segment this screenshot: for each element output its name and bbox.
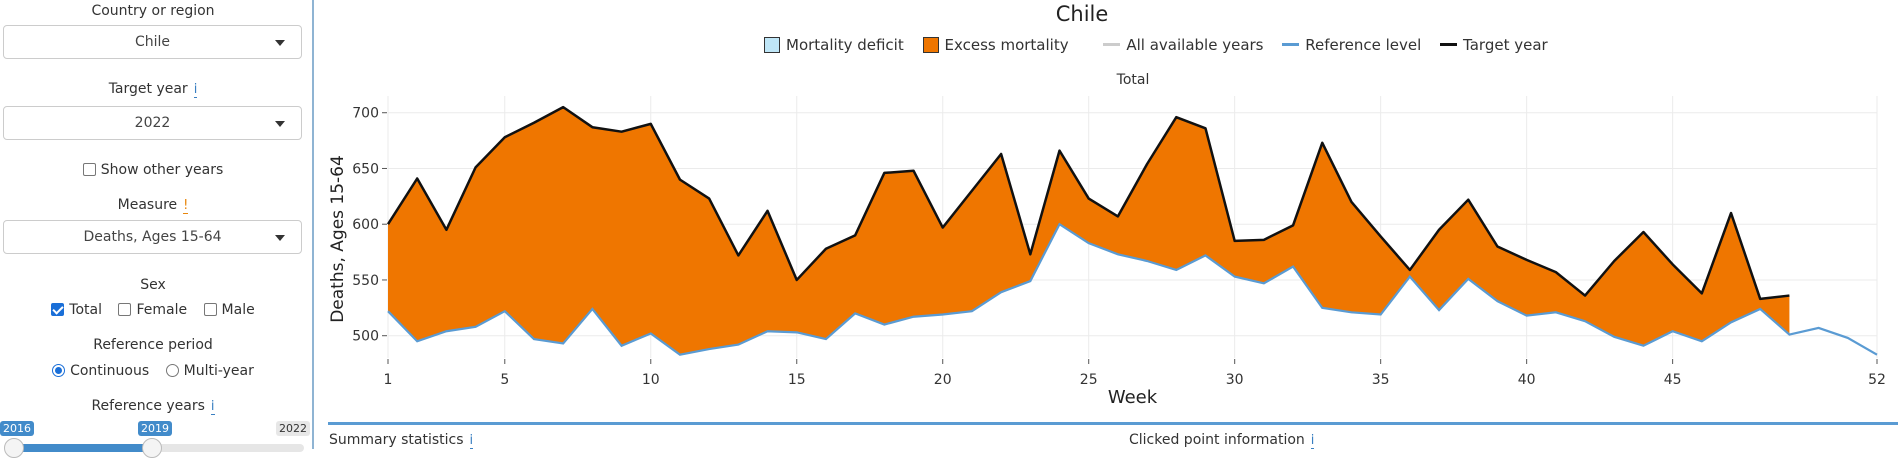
multi-year-radio[interactable] <box>165 364 179 377</box>
show-other-years-checkbox[interactable] <box>82 163 96 176</box>
reference-line-icon <box>1282 43 1300 46</box>
ref-years-to-badge: 2019 <box>138 421 172 436</box>
ref-years-from-badge: 2016 <box>0 421 34 436</box>
x-axis-label: Week <box>1108 387 1158 408</box>
target-year-select[interactable]: 2022 <box>3 106 302 140</box>
sidebar: Country or region Chile Target year i 202… <box>0 0 314 458</box>
measure-select-value: Deaths, Ages 15-64 <box>83 229 222 245</box>
deficit-swatch <box>764 37 780 53</box>
info-icon[interactable]: i <box>469 433 474 449</box>
x-tick-label: 25 <box>1080 372 1098 388</box>
target-year-line <box>386 105 1790 301</box>
measure-label: Measure <box>117 197 178 213</box>
legend-excess-label: Excess mortality <box>944 36 1069 54</box>
chevron-down-icon <box>275 121 285 127</box>
country-label: Country or region <box>91 3 215 19</box>
sex-option-male[interactable]: Male <box>203 302 255 318</box>
info-icon[interactable]: i <box>193 82 198 98</box>
reference-level-line <box>387 222 1878 356</box>
x-tick-label: 40 <box>1518 372 1536 388</box>
target-year-select-value: 2022 <box>134 115 171 131</box>
x-tick-label: 20 <box>934 372 952 388</box>
x-tick-label: 5 <box>500 372 509 388</box>
reference-years-label: Reference years <box>91 398 205 414</box>
legend-reference[interactable]: Reference level <box>1282 36 1421 54</box>
male-checkbox[interactable] <box>203 303 217 316</box>
female-checkbox[interactable] <box>118 303 132 316</box>
info-icon[interactable]: i <box>1310 433 1315 449</box>
summary-statistics-row: Summary statistics i <box>329 432 474 449</box>
show-other-years-label: Show other years <box>100 162 224 178</box>
chart-title: Chile <box>1055 2 1109 26</box>
target-year-label: Target year <box>108 81 188 97</box>
chevron-down-icon <box>275 235 285 241</box>
y-tick-label: 700 <box>352 106 379 122</box>
info-icon[interactable]: i <box>210 399 215 415</box>
continuous-label: Continuous <box>70 363 150 379</box>
chart-legend: Mortality deficit Excess mortality All a… <box>764 36 1562 58</box>
continuous-radio[interactable] <box>52 364 66 377</box>
y-tick-label: 550 <box>352 273 379 289</box>
excess-swatch <box>922 37 939 53</box>
x-tick-label: 10 <box>642 372 660 388</box>
clicked-point-label: Clicked point information <box>1129 432 1305 448</box>
target-line-icon <box>1440 43 1458 46</box>
measure-label-row: Measure! <box>0 197 306 214</box>
legend-excess[interactable]: Excess mortality <box>922 36 1069 54</box>
ref-period-multi-year[interactable]: Multi-year <box>165 363 254 379</box>
chart-subtitle-text: Total <box>1116 72 1150 88</box>
ref-period-continuous[interactable]: Continuous <box>52 363 149 379</box>
x-tick-label: 52 <box>1868 372 1886 388</box>
total-label: Total <box>69 302 102 318</box>
legend-all-years[interactable]: All available years <box>1103 36 1264 54</box>
female-label: Female <box>136 302 188 318</box>
multi-year-label: Multi-year <box>183 363 254 379</box>
y-tick-label: 650 <box>352 161 379 177</box>
y-axis-label: Deaths, Ages 15-64 <box>328 155 348 323</box>
x-tick-label: 15 <box>788 372 806 388</box>
sex-label: Sex <box>140 277 166 293</box>
male-label: Male <box>221 302 255 318</box>
legend-target-label: Target year <box>1463 36 1548 54</box>
clicked-point-row: Clicked point information i <box>1129 432 1315 449</box>
y-tick-label: 500 <box>352 329 379 345</box>
legend-target[interactable]: Target year <box>1440 36 1548 54</box>
y-tick-label: 600 <box>352 217 379 233</box>
sex-option-total[interactable]: Total <box>51 302 102 318</box>
ref-years-from-handle[interactable] <box>4 438 24 458</box>
show-other-years-row[interactable]: Show other years <box>0 162 306 178</box>
ref-years-slider-range <box>14 444 152 452</box>
all-years-line-icon <box>1103 43 1121 46</box>
legend-all-years-label: All available years <box>1126 36 1264 54</box>
country-select-value: Chile <box>134 34 171 50</box>
reference-period-label: Reference period <box>93 337 213 353</box>
legend-deficit-label: Mortality deficit <box>786 36 904 54</box>
x-tick-label: 1 <box>384 372 393 388</box>
measure-select[interactable]: Deaths, Ages 15-64 <box>3 220 302 254</box>
section-divider <box>328 422 1898 425</box>
sex-option-female[interactable]: Female <box>118 302 187 318</box>
target-year-label-row: Target year i <box>0 81 306 98</box>
x-tick-label: 35 <box>1372 372 1390 388</box>
summary-statistics-label: Summary statistics <box>329 432 464 448</box>
legend-deficit[interactable]: Mortality deficit <box>764 36 904 54</box>
legend-reference-label: Reference level <box>1305 36 1422 54</box>
excess-mortality-area <box>388 107 1790 355</box>
sex-options: Total Female Male <box>0 302 306 318</box>
country-select[interactable]: Chile <box>3 25 302 59</box>
x-tick-label: 45 <box>1664 372 1682 388</box>
total-checkbox[interactable] <box>51 303 65 316</box>
reference-years-label-row: Reference years i <box>0 398 306 415</box>
warning-icon[interactable]: ! <box>183 198 189 214</box>
chevron-down-icon <box>275 40 285 46</box>
ref-years-max-badge: 2022 <box>276 421 310 436</box>
x-tick-label: 30 <box>1226 372 1244 388</box>
reference-period-options: Continuous Multi-year <box>0 363 306 379</box>
ref-years-to-handle[interactable] <box>142 438 162 458</box>
